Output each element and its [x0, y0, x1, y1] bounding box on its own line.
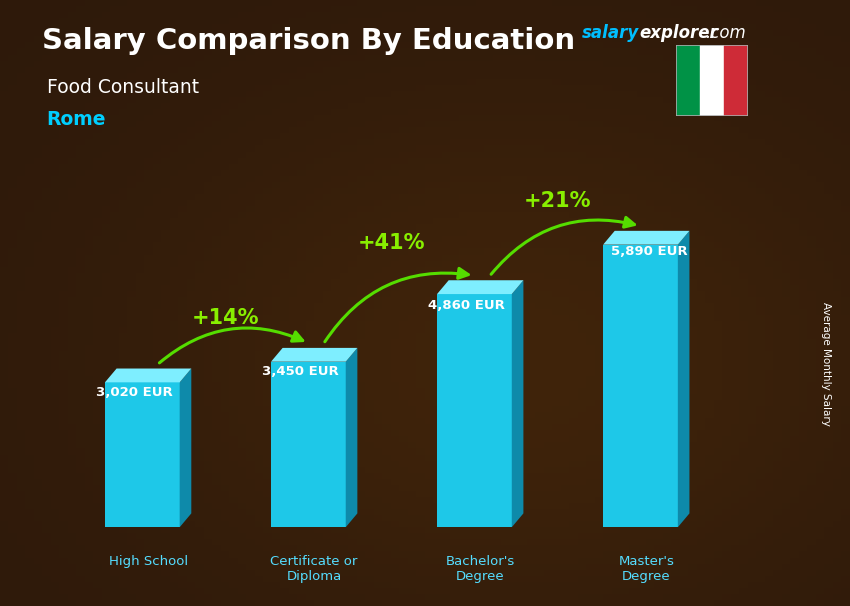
Text: Bachelor's
Degree: Bachelor's Degree — [445, 555, 515, 583]
Polygon shape — [105, 382, 179, 527]
Text: 5,890 EUR: 5,890 EUR — [610, 245, 687, 258]
Polygon shape — [437, 280, 524, 294]
Polygon shape — [437, 294, 512, 527]
Polygon shape — [512, 280, 524, 527]
Bar — [700, 45, 724, 116]
Polygon shape — [604, 245, 677, 527]
Text: Rome: Rome — [47, 110, 106, 129]
Text: .com: .com — [706, 24, 746, 42]
Text: 4,860 EUR: 4,860 EUR — [428, 299, 505, 312]
Text: +14%: +14% — [191, 308, 259, 328]
Polygon shape — [271, 348, 357, 362]
Text: Average Monthly Salary: Average Monthly Salary — [821, 302, 831, 425]
Polygon shape — [346, 348, 357, 527]
Text: Certificate or
Diploma: Certificate or Diploma — [270, 555, 358, 583]
Text: +21%: +21% — [524, 191, 592, 211]
Polygon shape — [179, 368, 191, 527]
Polygon shape — [677, 231, 689, 527]
Text: 3,450 EUR: 3,450 EUR — [262, 365, 338, 379]
Text: High School: High School — [109, 555, 188, 568]
Text: Food Consultant: Food Consultant — [47, 78, 199, 96]
Text: Salary Comparison By Education: Salary Comparison By Education — [42, 27, 575, 55]
Polygon shape — [604, 231, 689, 245]
Text: +41%: +41% — [358, 233, 425, 253]
Text: explorer: explorer — [639, 24, 718, 42]
Polygon shape — [271, 362, 346, 527]
Polygon shape — [105, 368, 191, 382]
Bar — [676, 45, 700, 116]
Text: Master's
Degree: Master's Degree — [618, 555, 674, 583]
Bar — [724, 45, 748, 116]
Text: 3,020 EUR: 3,020 EUR — [96, 386, 173, 399]
Text: salary: salary — [582, 24, 639, 42]
